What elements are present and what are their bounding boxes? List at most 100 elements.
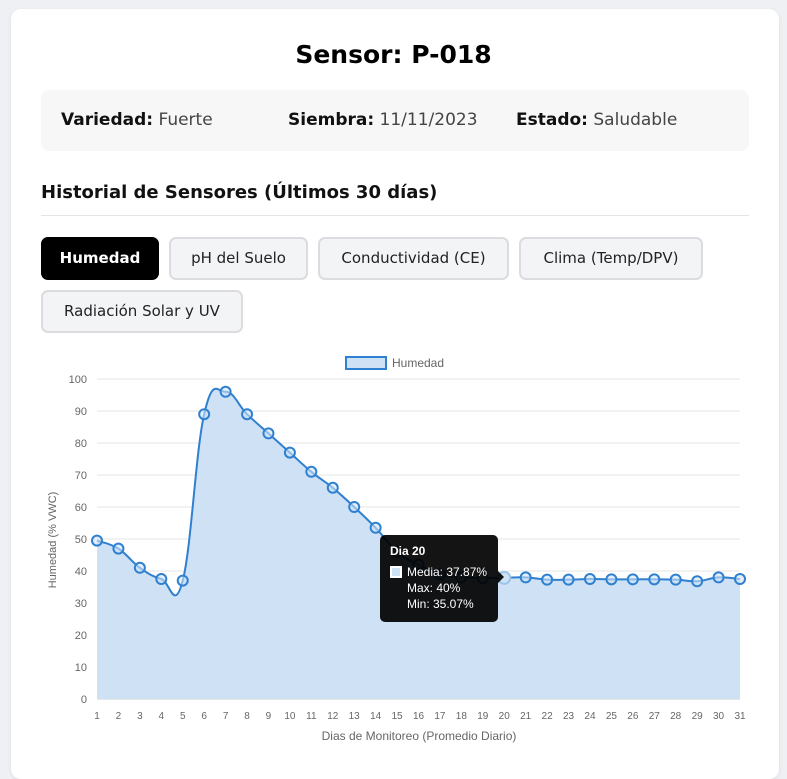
y-tick-label: 40 — [75, 566, 87, 578]
x-tick-label: 14 — [370, 711, 382, 722]
data-point — [734, 573, 746, 585]
data-point — [691, 575, 704, 588]
tab-humedad[interactable]: Humedad — [41, 237, 159, 280]
estado-value: Saludable — [593, 110, 678, 130]
x-tick-label: 6 — [201, 711, 207, 722]
data-point — [155, 573, 168, 585]
data-point — [112, 542, 125, 555]
x-tick-label: 22 — [542, 711, 554, 722]
x-tick-label: 18 — [456, 711, 468, 722]
x-tick-label: 28 — [670, 711, 682, 722]
data-point — [541, 573, 554, 586]
x-tick-label: 13 — [349, 711, 361, 722]
divider — [41, 215, 749, 216]
y-axis-ticks: 0 10 20 30 40 50 60 70 80 90 100 — [69, 374, 87, 706]
data-point — [176, 574, 189, 587]
x-tick-label: 4 — [159, 711, 165, 722]
data-point — [605, 573, 618, 586]
y-tick-label: 70 — [75, 470, 87, 482]
siembra-info: Siembra: 11/11/2023 — [288, 110, 478, 130]
x-tick-label: 15 — [392, 711, 404, 722]
y-tick-label: 90 — [75, 406, 87, 418]
x-tick-label: 10 — [284, 711, 296, 722]
x-tick-label: 5 — [180, 711, 186, 722]
estado-info: Estado: Saludable — [516, 110, 677, 130]
y-tick-label: 30 — [75, 598, 87, 610]
y-tick-label: 100 — [69, 374, 87, 386]
data-point — [241, 408, 254, 421]
y-tick-label: 20 — [75, 630, 87, 642]
y-tick-label: 10 — [75, 662, 87, 674]
x-tick-label: 30 — [713, 711, 725, 722]
x-tick-label: 20 — [499, 711, 511, 722]
variedad-info: Variedad: Fuerte — [61, 110, 213, 130]
x-tick-label: 24 — [584, 711, 596, 722]
data-point — [219, 385, 232, 398]
data-point — [91, 534, 103, 547]
data-point — [283, 446, 296, 459]
siembra-label: Siembra: — [288, 110, 375, 130]
x-tick-label: 26 — [627, 711, 639, 722]
legend-swatch — [345, 356, 387, 370]
x-tick-label: 11 — [306, 711, 317, 722]
x-tick-label: 2 — [116, 711, 122, 722]
data-point — [712, 571, 725, 584]
y-tick-label: 0 — [81, 694, 87, 706]
section-title: Historial de Sensores (Últimos 30 días) — [41, 182, 438, 203]
data-point — [133, 561, 146, 574]
x-tick-label: 1 — [94, 711, 100, 722]
x-tick-label: 31 — [734, 711, 746, 722]
variedad-label: Variedad: — [61, 110, 154, 130]
data-point — [648, 573, 661, 586]
data-point — [562, 573, 575, 586]
x-axis-label: Dias de Monitoreo (Promedio Diario) — [322, 729, 517, 743]
x-axis-ticks: 1 2 3 4 5 6 7 8 9 10 11 12 13 14 15 16 17 18 19 20 21 22 23 24 2… — [94, 711, 746, 722]
tooltip-min: Min: 35.07% — [407, 597, 474, 611]
x-tick-label: 21 — [520, 711, 532, 722]
x-tick-label: 3 — [137, 711, 143, 722]
data-point — [626, 573, 639, 586]
x-tick-label: 19 — [477, 711, 489, 722]
siembra-value: 11/11/2023 — [379, 110, 478, 130]
tooltip-caret — [498, 571, 504, 583]
x-tick-label: 29 — [692, 711, 704, 722]
data-point — [519, 571, 532, 584]
tooltip-media: Media: 37.87% — [407, 565, 488, 579]
x-tick-label: 8 — [244, 711, 250, 722]
tab-radiacion[interactable]: Radiación Solar y UV — [41, 290, 243, 333]
x-tick-label: 16 — [413, 711, 425, 722]
series-area — [97, 388, 740, 699]
tab-ph-suelo[interactable]: pH del Suelo — [169, 237, 308, 280]
x-tick-label: 9 — [266, 711, 272, 722]
tab-conductividad[interactable]: Conductividad (CE) — [318, 237, 509, 280]
data-point — [669, 573, 682, 586]
x-tick-label: 23 — [563, 711, 575, 722]
data-point — [326, 481, 339, 494]
data-point — [369, 521, 382, 534]
x-tick-label: 25 — [606, 711, 618, 722]
sensor-info-bar: Variedad: Fuerte Siembra: 11/11/2023 Est… — [41, 90, 749, 151]
data-point — [348, 501, 361, 513]
tab-clima[interactable]: Clima (Temp/DPV) — [519, 237, 703, 280]
tooltip-max: Max: 40% — [407, 581, 461, 595]
data-point — [305, 465, 318, 478]
legend-label: Humedad — [392, 356, 444, 370]
data-point — [262, 427, 275, 440]
x-tick-label: 7 — [223, 711, 229, 722]
estado-label: Estado: — [516, 110, 588, 130]
chart-tooltip: Dia 20 Media: 37.87% Max: 40% Min: 35.07… — [380, 535, 504, 622]
y-tick-label: 50 — [75, 534, 87, 546]
y-tick-label: 80 — [75, 438, 87, 450]
page-title: Sensor: P-018 — [295, 40, 492, 69]
variedad-value: Fuerte — [158, 110, 213, 130]
y-axis-label: Humedad (% VWC) — [47, 492, 59, 589]
data-point — [198, 408, 211, 421]
tooltip-swatch — [390, 566, 402, 578]
data-point — [583, 573, 596, 585]
x-tick-label: 12 — [327, 711, 339, 722]
x-tick-label: 17 — [434, 711, 446, 722]
x-tick-label: 27 — [649, 711, 661, 722]
y-tick-label: 60 — [75, 502, 87, 514]
tooltip-title: Dia 20 — [390, 544, 426, 558]
